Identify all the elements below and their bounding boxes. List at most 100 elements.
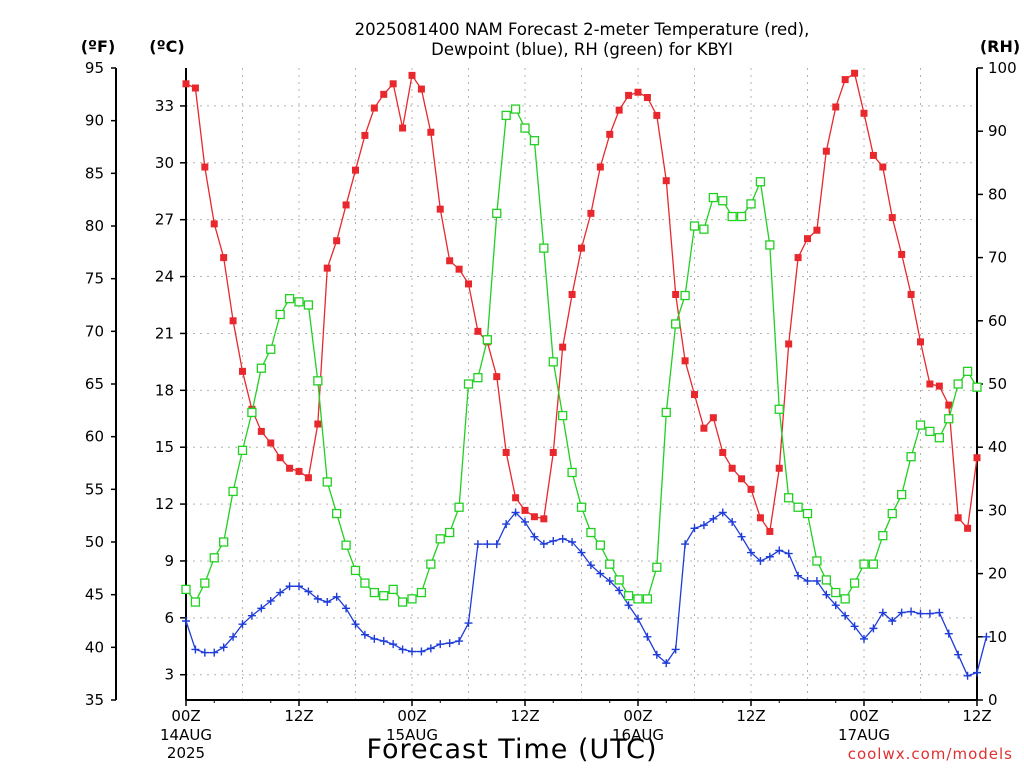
rh-point bbox=[313, 376, 323, 386]
rh-point bbox=[407, 594, 417, 604]
x-tick-year-label: 2025 bbox=[167, 744, 205, 762]
dewpoint-point bbox=[210, 648, 219, 657]
dewpoint-markers bbox=[182, 508, 991, 680]
axes: 9590858075706560555045403533302724211815… bbox=[85, 59, 1017, 762]
dewpoint-point bbox=[398, 645, 407, 654]
rh-tick-label: 60 bbox=[988, 312, 1007, 330]
dewpoint-point bbox=[360, 630, 369, 639]
fahrenheit-tick-label: 40 bbox=[85, 638, 104, 656]
rh-point bbox=[332, 508, 342, 519]
rh-point bbox=[237, 445, 248, 456]
rh-point bbox=[831, 587, 841, 598]
dewpoint-point bbox=[521, 517, 529, 526]
rh-tick-label: 20 bbox=[988, 565, 1007, 583]
dewpoint-point bbox=[916, 609, 925, 618]
dewpoint-point bbox=[502, 520, 511, 529]
temperature-point bbox=[267, 439, 275, 447]
dewpoint-point bbox=[436, 640, 445, 649]
temperature-point bbox=[709, 414, 717, 422]
dewpoint-point bbox=[605, 576, 614, 585]
temperature-point bbox=[229, 317, 237, 325]
dewpoint-point bbox=[530, 532, 539, 541]
dewpoint-point bbox=[643, 632, 652, 641]
fahrenheit-axis-unit: (ºF) bbox=[81, 37, 116, 56]
rh-markers bbox=[181, 104, 982, 607]
dewpoint-point bbox=[295, 582, 303, 591]
fahrenheit-tick-label: 50 bbox=[85, 533, 104, 551]
rh-point bbox=[642, 594, 653, 604]
chart-title-line-1: 2025081400 NAM Forecast 2-meter Temperat… bbox=[355, 20, 810, 39]
rh-point bbox=[774, 404, 784, 414]
temperature-point bbox=[380, 90, 388, 98]
rh-point bbox=[755, 177, 766, 187]
temperature-point bbox=[625, 91, 633, 99]
rh-point bbox=[341, 540, 351, 550]
rh-point bbox=[906, 452, 916, 462]
rh-point bbox=[793, 502, 803, 512]
rh-point bbox=[878, 531, 888, 541]
rh-point bbox=[256, 363, 266, 373]
rh-point bbox=[501, 110, 511, 121]
rh-point bbox=[765, 240, 775, 250]
temperature-point bbox=[568, 290, 576, 298]
temperature-point bbox=[333, 237, 341, 245]
rh-point bbox=[539, 243, 549, 253]
dewpoint-point bbox=[690, 524, 699, 533]
dewpoint-point bbox=[219, 643, 228, 652]
temperature-point bbox=[869, 151, 877, 159]
dewpoint-point bbox=[586, 561, 595, 570]
temperature-point bbox=[352, 166, 359, 174]
rh-point bbox=[623, 591, 634, 601]
dewpoint-point bbox=[982, 632, 991, 641]
rh-point bbox=[962, 366, 973, 377]
dewpoint-point bbox=[803, 576, 812, 585]
dewpoint-point bbox=[238, 620, 247, 629]
dewpoint-point bbox=[671, 645, 680, 654]
rh-point bbox=[397, 597, 408, 607]
temperature-point bbox=[191, 84, 199, 92]
dewpoint-point bbox=[323, 598, 332, 607]
x-tick-label: 00Z bbox=[849, 707, 878, 725]
temperature-point bbox=[295, 467, 303, 475]
rh-point bbox=[284, 294, 295, 304]
dewpoint-point bbox=[483, 540, 492, 549]
temperature-point bbox=[719, 448, 727, 456]
temperature-point bbox=[700, 424, 708, 432]
rh-point bbox=[209, 553, 219, 563]
rh-point bbox=[379, 591, 389, 601]
rh-point bbox=[784, 493, 794, 503]
rh-point bbox=[445, 527, 455, 538]
temperature-point bbox=[502, 448, 510, 456]
x-tick-label: 12Z bbox=[510, 707, 539, 725]
dewpoint-point bbox=[426, 644, 435, 653]
dewpoint-point bbox=[445, 639, 454, 648]
dewpoint-point bbox=[634, 614, 642, 623]
dewpoint-point bbox=[775, 546, 784, 555]
dewpoint-point bbox=[313, 594, 322, 603]
dewpoint-point bbox=[709, 514, 718, 523]
rh-point bbox=[247, 407, 257, 418]
rh-point bbox=[849, 578, 860, 588]
rh-point bbox=[482, 335, 492, 345]
dewpoint-point bbox=[370, 634, 379, 643]
rh-point bbox=[652, 562, 662, 572]
temperature-point bbox=[389, 80, 397, 88]
celsius-tick-label: 33 bbox=[155, 97, 174, 115]
fahrenheit-tick-label: 80 bbox=[85, 217, 104, 235]
rh-point bbox=[181, 584, 191, 595]
rh-point bbox=[463, 379, 474, 389]
temperature-point bbox=[436, 205, 444, 213]
x-tick-label: 12Z bbox=[284, 707, 313, 725]
rh-tick-label: 40 bbox=[988, 438, 1007, 456]
dewpoint-point bbox=[191, 645, 200, 654]
dewpoint-point bbox=[351, 620, 360, 629]
rh-point bbox=[925, 426, 935, 437]
temperature-point bbox=[417, 85, 425, 93]
rh-point bbox=[529, 136, 540, 146]
temperature-point bbox=[643, 93, 651, 101]
celsius-tick-label: 15 bbox=[155, 438, 174, 456]
temperature-point bbox=[926, 380, 934, 388]
dewpoint-point bbox=[681, 540, 690, 549]
celsius-tick-label: 18 bbox=[155, 381, 174, 399]
rh-point bbox=[416, 587, 427, 598]
